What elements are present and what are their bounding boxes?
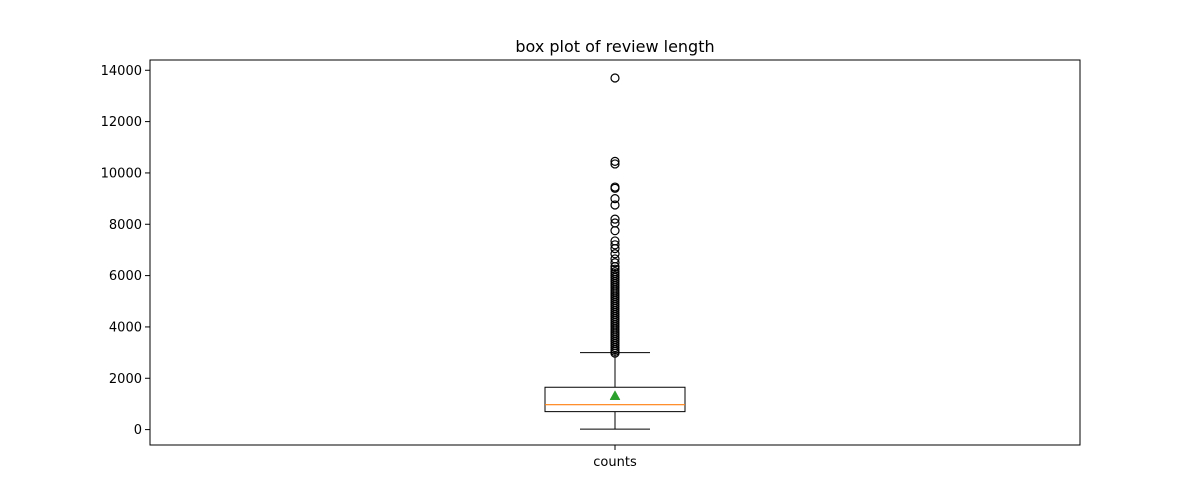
- y-tick-label: 10000: [101, 166, 142, 181]
- mean-marker: [609, 390, 621, 400]
- y-tick-label: 14000: [101, 64, 142, 79]
- outlier-point: [610, 159, 620, 169]
- outlier-point: [610, 226, 620, 236]
- iqr-box: [544, 386, 686, 413]
- outlier-point: [610, 236, 620, 246]
- chart-title: box plot of review length: [515, 37, 714, 56]
- outlier-point: [610, 258, 620, 268]
- y-tick-label: 4000: [109, 320, 142, 335]
- y-tick-label: 8000: [109, 218, 142, 233]
- outlier-point: [610, 254, 620, 264]
- outlier-point: [610, 194, 620, 204]
- y-tick-label: 12000: [101, 115, 142, 130]
- outlier-point: [610, 200, 620, 210]
- outlier-point: [610, 218, 620, 228]
- y-tick-label: 0: [134, 423, 142, 438]
- outlier-point: [610, 240, 620, 250]
- x-tick-label: counts: [593, 455, 637, 470]
- outlier-point: [610, 156, 620, 166]
- outlier-point: [610, 264, 620, 274]
- outlier-point: [610, 182, 620, 192]
- outlier-point: [610, 249, 620, 259]
- plot-area: 0 2000 4000 6000 8000 10000 12000 14000 counts: [101, 59, 1081, 470]
- y-tick-label: 6000: [109, 269, 142, 284]
- outlier-point: [610, 214, 620, 224]
- y-tick-label: 2000: [109, 372, 142, 387]
- outlier-point: [610, 267, 620, 277]
- outlier-point: [610, 73, 620, 83]
